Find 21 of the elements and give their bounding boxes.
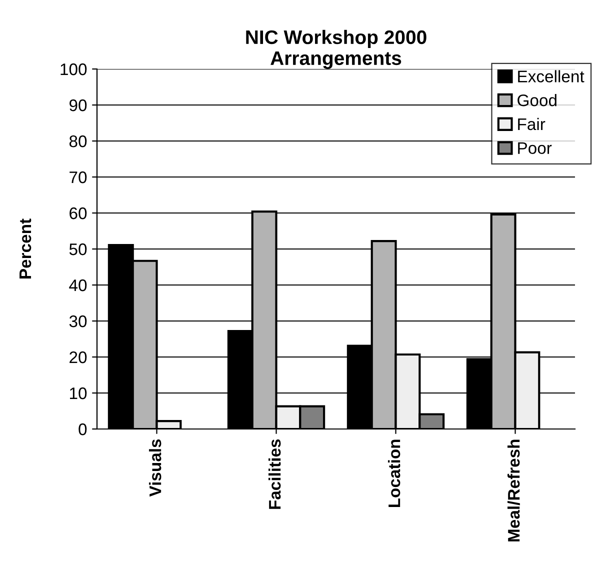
y-tick-label: 100 bbox=[60, 63, 87, 76]
y-tick-label: 70 bbox=[70, 171, 87, 184]
x-tick-label: Visuals bbox=[148, 439, 162, 497]
legend-label: Excellent bbox=[518, 70, 584, 82]
y-tick-label: 60 bbox=[70, 207, 87, 220]
y-tick-label: 30 bbox=[69, 315, 87, 328]
chart-title: NIC Workshop 2000 Arrangements bbox=[246, 30, 426, 69]
legend-label: Good bbox=[518, 94, 556, 106]
y-tick-label: 20 bbox=[70, 351, 87, 364]
x-tick-label: Meal/Refresh bbox=[507, 440, 520, 542]
y-tick-label: 90 bbox=[70, 99, 87, 112]
legend-label: Fair bbox=[518, 118, 546, 130]
y-tick-label: 0 bbox=[78, 423, 87, 436]
y-tick-label: 80 bbox=[69, 135, 87, 148]
y-tick-label: 40 bbox=[69, 279, 87, 292]
x-tick-label: Location bbox=[388, 440, 400, 508]
y-tick-label: 10 bbox=[70, 387, 87, 400]
y-axis-title: Percent bbox=[20, 218, 32, 278]
x-tick-label: Facilities bbox=[268, 439, 281, 509]
legend-label: Poor bbox=[518, 142, 552, 154]
y-tick-label: 50 bbox=[69, 243, 87, 256]
